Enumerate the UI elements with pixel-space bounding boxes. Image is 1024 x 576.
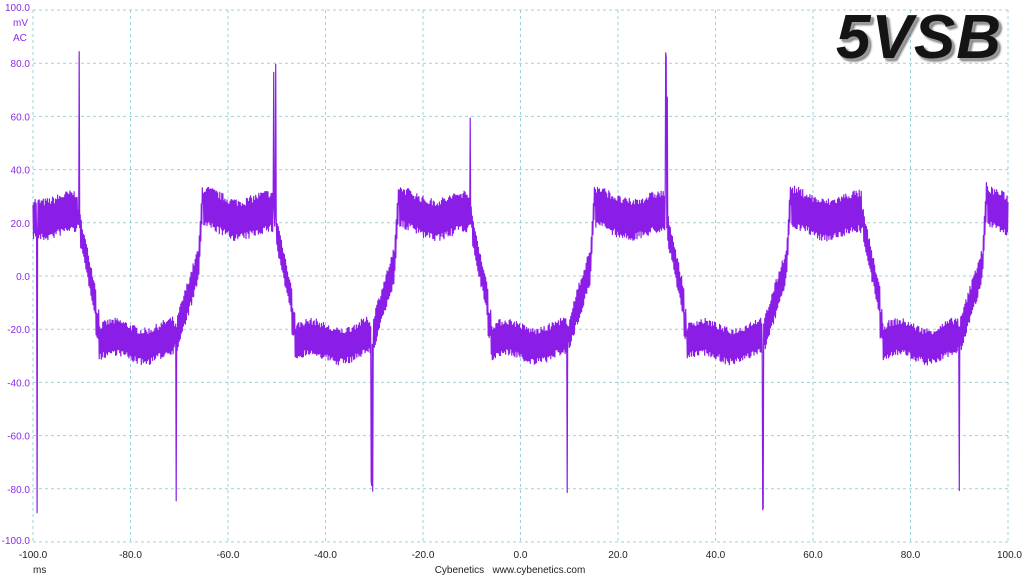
x-tick-label: -40.0 [314,550,337,561]
y-axis-tick-labels: 100.0 80.0 60.0 40.0 20.0 0.0 -20.0 -40.0 -60.0 -… [2,3,31,547]
y-tick-label: -60.0 [7,432,30,443]
x-axis-unit: ms [33,565,46,576]
y-tick-label: 80.0 [11,59,31,70]
chart-grid [32,9,1009,543]
x-axis-tick-labels: -100.0 -80.0 -60.0 -40.0 -20.0 0.0 20.0 40.0 60.… [19,550,1023,561]
x-tick-label: 0.0 [514,550,528,561]
trace-layer [32,51,1009,514]
y-tick-label: -100.0 [2,536,31,547]
x-tick-label: -20.0 [412,550,435,561]
x-tick-label: -60.0 [217,550,240,561]
y-tick-label: 40.0 [11,166,31,177]
x-tick-label: 40.0 [706,550,726,561]
x-tick-label: 80.0 [901,550,921,561]
chart-footer: Cybenetics www.cybenetics.com [435,565,586,576]
y-tick-label: 0.0 [16,272,30,283]
x-tick-label: 100.0 [997,550,1022,561]
y-tick-label: 100.0 [5,3,30,14]
y-tick-label: -20.0 [7,325,30,336]
y-axis-unit: mV [13,18,28,29]
x-tick-label: -80.0 [119,550,142,561]
y-tick-label: 60.0 [11,112,31,123]
y-axis-coupling: AC [13,33,27,44]
ripple-trace [32,51,1009,514]
chart-title: 5VSB [836,3,1002,72]
y-tick-label: -40.0 [7,378,30,389]
x-tick-label: 60.0 [803,550,823,561]
x-tick-label: -100.0 [19,550,48,561]
y-tick-label: 20.0 [11,219,31,230]
x-tick-label: 20.0 [608,550,628,561]
y-tick-label: -80.0 [7,485,30,496]
